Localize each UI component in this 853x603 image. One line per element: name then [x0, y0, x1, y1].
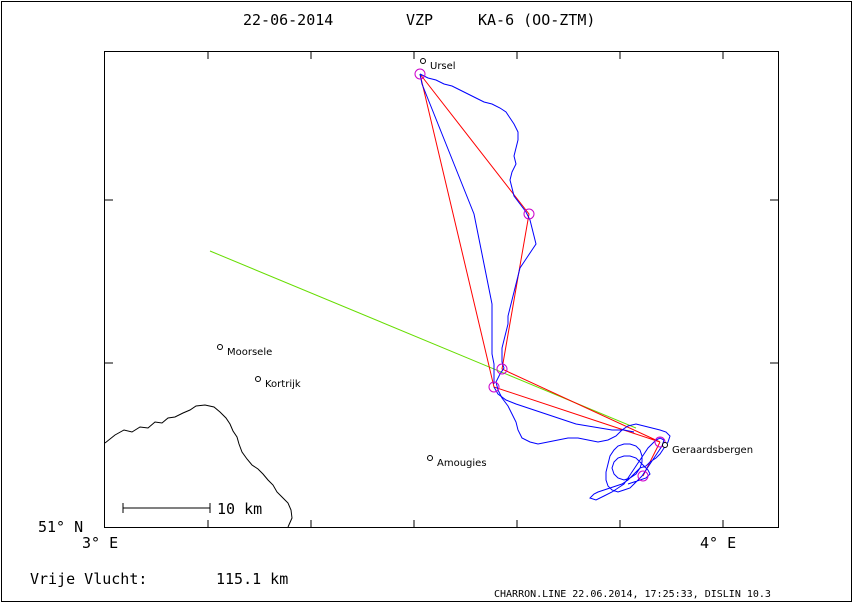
town-geraardsbergen: Geraardsbergen: [662, 442, 753, 456]
town-marker-icon: [427, 455, 433, 461]
axis-ticks: [105, 51, 778, 528]
town-amougies: Amougies: [427, 455, 487, 469]
town-marker-icon: [420, 58, 426, 64]
flight-date: 22-06-2014: [243, 11, 333, 29]
latitude-label: 51° N: [38, 518, 83, 536]
town-label: Kortrijk: [265, 379, 301, 390]
flight-track: [419, 73, 671, 501]
footer-credit: CHARRON.LINE 22.06.2014, 17:25:33, DISLI…: [494, 589, 771, 600]
distance-label: Vrije Vlucht:: [30, 570, 147, 588]
town-label: Moorsele: [227, 347, 272, 358]
town-ursel: Ursel: [420, 58, 456, 72]
task-legs: [419, 73, 661, 443]
town-kortrijk: Kortrijk: [255, 376, 301, 390]
town-marker-icon: [662, 442, 668, 448]
turnpoint-2: [496, 363, 508, 375]
country-border: [104, 404, 293, 528]
town-marker-icon: [217, 344, 223, 350]
turnpoint-4: [488, 381, 500, 393]
town-label: Amougies: [437, 458, 487, 469]
turnpoint-finish: [637, 470, 649, 482]
town-label: Geraardsbergen: [672, 445, 753, 456]
flight-track-lower: [493, 386, 635, 433]
glider-id: KA-6 (OO-ZTM): [478, 11, 595, 29]
scale-bar-label: 10 km: [217, 500, 262, 518]
map-frame: [104, 51, 779, 528]
town-moorsele: Moorsele: [217, 344, 272, 358]
town-marker-icon: [255, 376, 261, 382]
turnpoint-start: [414, 68, 426, 80]
longitude-label-left: 3° E: [82, 534, 118, 552]
distance-value: 115.1 km: [216, 570, 288, 588]
scale-bar: [122, 503, 211, 513]
turnpoints: [414, 68, 666, 482]
flight-track-climb: [419, 73, 495, 384]
turnpoint-1: [523, 208, 535, 220]
club-name: VZP: [406, 11, 433, 29]
longitude-label-right: 4° E: [700, 534, 736, 552]
town-label: Ursel: [430, 61, 456, 72]
